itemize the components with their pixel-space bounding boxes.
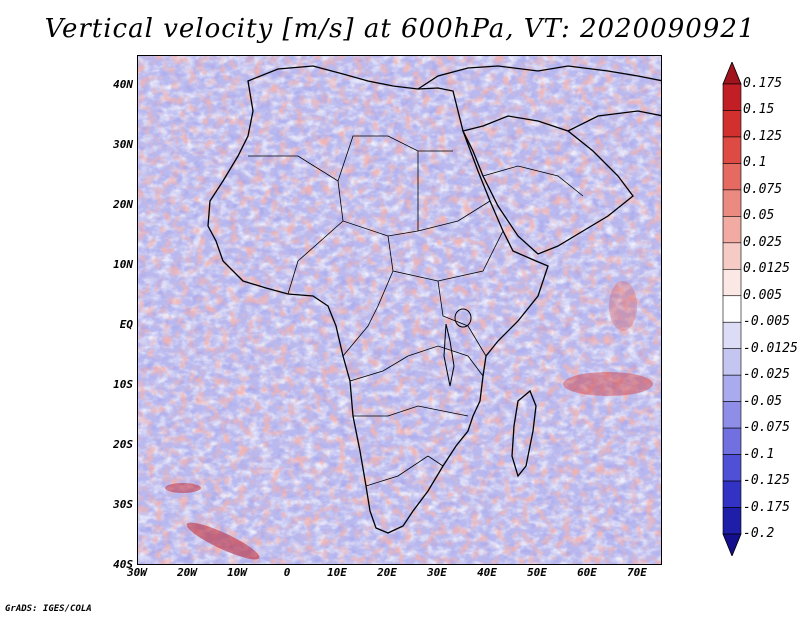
colorbar-tick-label: -0.0125 (743, 340, 798, 356)
colorbar-tick-label: -0.175 (743, 499, 790, 515)
longitude-label: 10E (327, 566, 347, 579)
ascent-patch-indian-ocean (563, 372, 653, 396)
latitude-label: 30S (113, 498, 133, 511)
latitude-label: 40S (113, 558, 133, 571)
mediterranean-north-coast (417, 65, 661, 90)
coastlines (207, 65, 661, 534)
longitude-label: 70E (627, 566, 647, 579)
longitude-label: 0 (283, 566, 291, 579)
persian-region-coast (567, 110, 661, 132)
colorbar-tick-label: 0.025 (743, 234, 783, 250)
colorbar-segment (722, 427, 742, 455)
latitude-label: 30N (113, 138, 133, 151)
colorbar-tick-label: 0.05 (743, 208, 775, 224)
colorbar-segment (722, 83, 742, 111)
longitude-label: 10W (227, 566, 247, 579)
longitude-label: 20W (177, 566, 197, 579)
colorbar-tick-label: -0.1 (743, 446, 775, 462)
colorbar-tick-label: 0.0125 (743, 261, 790, 277)
colorbar-segment (722, 163, 742, 191)
latitude-label: 20N (113, 198, 133, 211)
latitude-label: 10S (113, 378, 133, 391)
colorbar-tick-label: -0.005 (743, 314, 790, 330)
colorbar-tick-label: 0.075 (743, 181, 783, 197)
colorbar-top-arrow (722, 62, 742, 85)
lakes (443, 308, 472, 387)
negative-velocity-texture (138, 56, 661, 564)
colorbar-segment (722, 268, 742, 297)
longitude-label: 50E (527, 566, 547, 579)
ascent-patch-arabian-sea (609, 281, 637, 331)
colorbar-segment (722, 216, 742, 244)
colorbar-segment (722, 136, 742, 164)
colorbar-tick-label: 0.1 (743, 155, 767, 171)
colorbar-segment (722, 321, 742, 350)
colorbar-segment (722, 110, 742, 138)
velocity-field-map (138, 56, 661, 564)
colorbar (722, 62, 742, 556)
colorbar-tick-label: -0.075 (743, 420, 790, 436)
colorbar-tick-label: 0.125 (743, 128, 783, 144)
longitude-label: 20E (377, 566, 397, 579)
arabia-coastline (462, 115, 634, 255)
colorbar-segment (722, 401, 742, 429)
colorbar-segment (722, 189, 742, 217)
latitude-label: 10N (113, 258, 133, 271)
longitude-label: 60E (577, 566, 597, 579)
colorbar-tick-label: -0.2 (743, 526, 775, 541)
colorbar-tick-label: -0.025 (743, 367, 790, 383)
colorbar-tick-label: -0.125 (743, 473, 790, 489)
colorbar-segment (722, 242, 742, 270)
latitude-label: 40N (113, 78, 133, 91)
latitude-label: EQ (119, 318, 133, 331)
colorbar-segment (722, 454, 742, 482)
colorbar-bottom-arrow (722, 533, 742, 556)
colorbar-segment (722, 295, 742, 323)
colorbar-tick-label: 0.005 (743, 287, 783, 303)
colorbar-tick-label: 0.15 (743, 102, 775, 118)
credit-footer: GrADS: IGES/COLA (5, 604, 92, 614)
africa-coastline (207, 65, 549, 534)
colorbar-tick-label: 0.175 (743, 76, 783, 91)
colorbar-segment (722, 480, 742, 508)
strong-ascent-patch-south-atlantic (186, 522, 260, 560)
map-title: Vertical velocity [m/s] at 600hPa, VT: 2… (44, 14, 756, 44)
country-borders (248, 135, 584, 487)
longitude-label: 30E (427, 566, 447, 579)
latitude-label: 20S (113, 438, 133, 451)
ascent-patch-atlantic (165, 483, 201, 493)
colorbar-tick-label: -0.05 (743, 393, 783, 409)
colorbar-segment (722, 374, 742, 402)
longitude-label: 40E (477, 566, 497, 579)
map-panel (137, 55, 662, 565)
colorbar-segment (722, 507, 742, 535)
colorbar-segment (722, 348, 742, 376)
madagascar-coastline (511, 389, 537, 478)
longitude-label: 30W (127, 566, 147, 579)
